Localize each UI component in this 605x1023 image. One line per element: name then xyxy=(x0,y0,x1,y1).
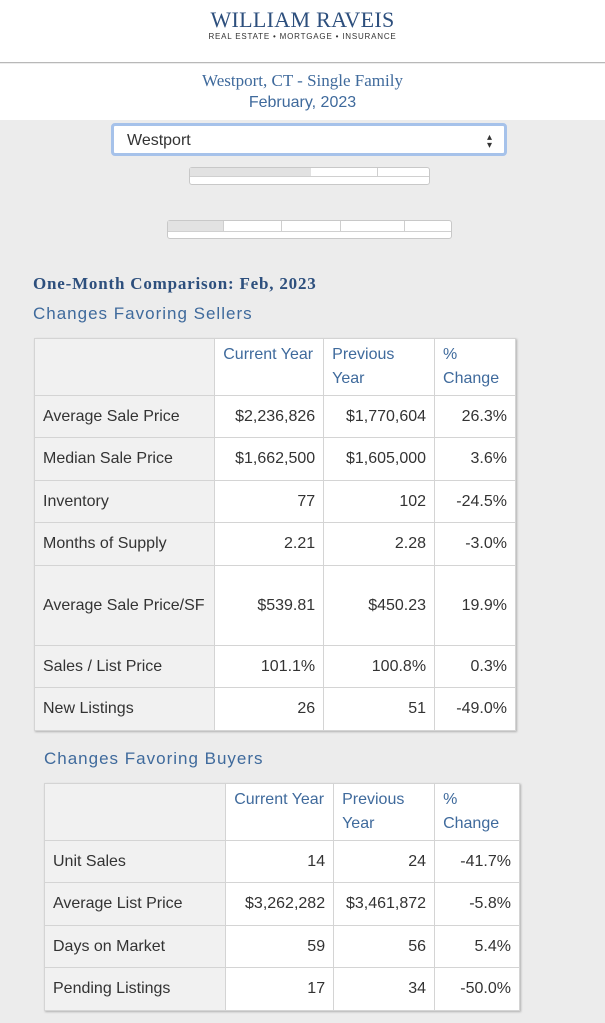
table-row: Median Sale Price $1,662,500 $1,605,000 … xyxy=(35,438,516,481)
previous-year-value: 100.8% xyxy=(324,646,435,688)
row-label: Unit Sales xyxy=(45,841,226,883)
segment-baseline xyxy=(168,231,451,232)
previous-year-value: $450.23 xyxy=(324,566,435,646)
sellers-heading: Changes Favoring Sellers xyxy=(33,304,253,324)
previous-year-value: 51 xyxy=(324,688,435,731)
row-label: Months of Supply xyxy=(35,523,215,566)
report-header: Westport, CT - Single Family February, 2… xyxy=(0,64,605,120)
brand-tagline: REAL ESTATE • MORTGAGE • INSURANCE xyxy=(0,32,605,41)
row-label: Average Sale Price xyxy=(35,396,215,438)
segment-divider xyxy=(340,221,341,231)
previous-year-value: $1,770,604 xyxy=(324,396,435,438)
table-row: Sales / List Price 101.1% 100.8% 0.3% xyxy=(35,646,516,688)
current-year-value: $3,262,282 xyxy=(226,883,334,926)
sellers-table: Current Year Previous Year % Change Aver… xyxy=(34,338,516,731)
segment-divider xyxy=(223,221,224,231)
period-toggle[interactable] xyxy=(189,167,430,185)
report-title: Westport, CT - Single Family xyxy=(0,71,605,91)
previous-year-value: 24 xyxy=(334,841,435,883)
buyers-table: Current Year Previous Year % Change Unit… xyxy=(44,783,520,1011)
percent-change-value: 5.4% xyxy=(435,926,520,968)
table-row: Unit Sales 14 24 -41.7% xyxy=(45,841,520,883)
table-corner xyxy=(45,784,226,841)
percent-change-value: 0.3% xyxy=(435,646,516,688)
percent-change-value: 3.6% xyxy=(435,438,516,481)
percent-change-value: -50.0% xyxy=(435,968,520,1011)
location-select[interactable]: Westport ▴ ▾ xyxy=(111,123,507,156)
report-date: February, 2023 xyxy=(0,94,605,112)
table-row: Inventory 77 102 -24.5% xyxy=(35,481,516,523)
row-label: Average Sale Price/SF xyxy=(35,566,215,646)
row-label: New Listings xyxy=(35,688,215,731)
current-year-value: 77 xyxy=(215,481,324,523)
column-header-percent-change: % Change xyxy=(435,784,520,841)
row-label: Average List Price xyxy=(45,883,226,926)
segment-divider xyxy=(404,221,405,231)
view-tabs[interactable] xyxy=(167,220,452,239)
table-row: Days on Market 59 56 5.4% xyxy=(45,926,520,968)
column-header-previous-year: Previous Year xyxy=(334,784,435,841)
segment-divider xyxy=(377,168,378,176)
percent-change-value: -5.8% xyxy=(435,883,520,926)
brand-logo[interactable]: WILLIAM RAVEIS xyxy=(0,7,605,33)
current-year-value: $2,236,826 xyxy=(215,396,324,438)
previous-year-value: $3,461,872 xyxy=(334,883,435,926)
column-header-current-year: Current Year xyxy=(215,339,324,396)
buyers-heading: Changes Favoring Buyers xyxy=(44,749,264,769)
segment-divider xyxy=(281,221,282,231)
current-year-value: $539.81 xyxy=(215,566,324,646)
select-arrows-icon: ▴ ▾ xyxy=(487,134,492,150)
column-header-current-year: Current Year xyxy=(226,784,334,841)
site-header: WILLIAM RAVEIS REAL ESTATE • MORTGAGE • … xyxy=(0,0,605,63)
percent-change-value: 26.3% xyxy=(435,396,516,438)
table-row: New Listings 26 51 -49.0% xyxy=(35,688,516,731)
percent-change-value: -24.5% xyxy=(435,481,516,523)
view-tab-active[interactable] xyxy=(168,221,223,231)
table-row: Average Sale Price/SF $539.81 $450.23 19… xyxy=(35,566,516,646)
table-row: Months of Supply 2.21 2.28 -3.0% xyxy=(35,523,516,566)
period-toggle-active-segment[interactable] xyxy=(190,168,311,176)
row-label: Inventory xyxy=(35,481,215,523)
location-select-value: Westport xyxy=(127,132,191,150)
percent-change-value: -3.0% xyxy=(435,523,516,566)
table-row: Average Sale Price $2,236,826 $1,770,604… xyxy=(35,396,516,438)
previous-year-value: 2.28 xyxy=(324,523,435,566)
table-row: Pending Listings 17 34 -50.0% xyxy=(45,968,520,1011)
previous-year-value: 102 xyxy=(324,481,435,523)
percent-change-value: 19.9% xyxy=(435,566,516,646)
row-label: Median Sale Price xyxy=(35,438,215,481)
current-year-value: 26 xyxy=(215,688,324,731)
current-year-value: 14 xyxy=(226,841,334,883)
percent-change-value: -49.0% xyxy=(435,688,516,731)
current-year-value: 2.21 xyxy=(215,523,324,566)
previous-year-value: $1,605,000 xyxy=(324,438,435,481)
comparison-heading: One-Month Comparison: Feb, 2023 xyxy=(33,274,317,294)
percent-change-value: -41.7% xyxy=(435,841,520,883)
table-corner xyxy=(35,339,215,396)
table-row: Average List Price $3,262,282 $3,461,872… xyxy=(45,883,520,926)
column-header-percent-change: % Change xyxy=(435,339,516,396)
column-header-previous-year: Previous Year xyxy=(324,339,435,396)
current-year-value: 59 xyxy=(226,926,334,968)
previous-year-value: 34 xyxy=(334,968,435,1011)
segment-baseline xyxy=(190,176,429,177)
row-label: Pending Listings xyxy=(45,968,226,1011)
previous-year-value: 56 xyxy=(334,926,435,968)
current-year-value: 101.1% xyxy=(215,646,324,688)
current-year-value: $1,662,500 xyxy=(215,438,324,481)
row-label: Days on Market xyxy=(45,926,226,968)
current-year-value: 17 xyxy=(226,968,334,1011)
row-label: Sales / List Price xyxy=(35,646,215,688)
